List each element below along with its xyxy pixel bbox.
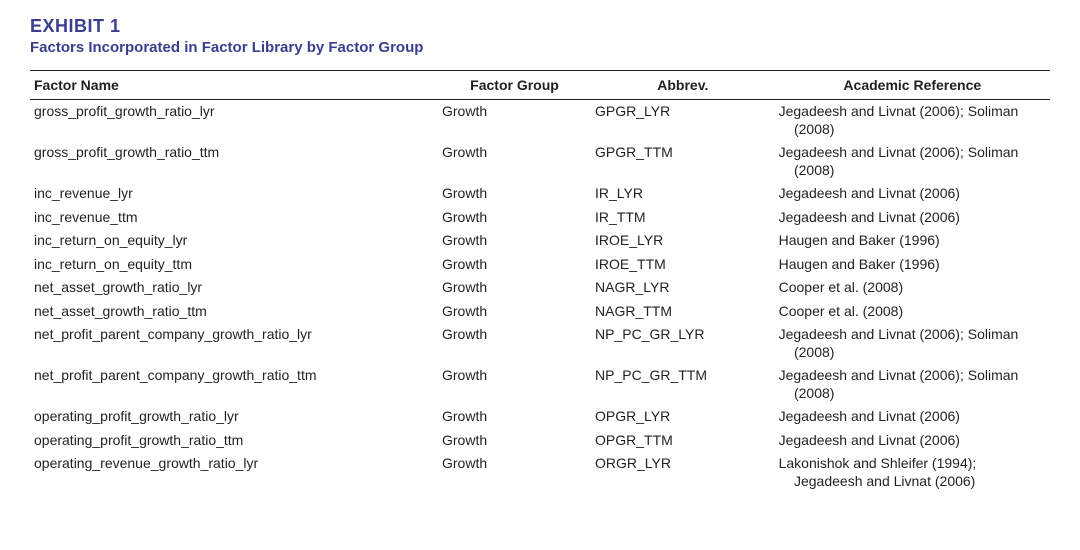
- cell-abbrev: IROE_LYR: [591, 229, 775, 253]
- cell-abbrev: NAGR_LYR: [591, 276, 775, 300]
- cell-factor-name: inc_return_on_equity_lyr: [30, 229, 438, 253]
- table-row: inc_revenue_lyrGrowthIR_LYRJegadeesh and…: [30, 182, 1050, 206]
- cell-abbrev: OPGR_LYR: [591, 405, 775, 429]
- cell-factor-group: Growth: [438, 429, 591, 453]
- table-row: inc_revenue_ttmGrowthIR_TTMJegadeesh and…: [30, 206, 1050, 230]
- cell-abbrev: IR_TTM: [591, 206, 775, 230]
- table-row: gross_profit_growth_ratio_lyrGrowthGPGR_…: [30, 100, 1050, 142]
- table-row: operating_profit_growth_ratio_ttmGrowthO…: [30, 429, 1050, 453]
- cell-factor-name: inc_return_on_equity_ttm: [30, 253, 438, 277]
- col-header-reference: Academic Reference: [775, 71, 1050, 100]
- cell-factor-group: Growth: [438, 229, 591, 253]
- cell-abbrev: NAGR_TTM: [591, 300, 775, 324]
- cell-abbrev: IR_LYR: [591, 182, 775, 206]
- factor-table: Factor Name Factor Group Abbrev. Academi…: [30, 70, 1050, 493]
- cell-reference: Jegadeesh and Livnat (2006): [775, 429, 1050, 453]
- table-body: gross_profit_growth_ratio_lyrGrowthGPGR_…: [30, 100, 1050, 494]
- cell-reference: Jegadeesh and Livnat (2006); Soliman (20…: [775, 141, 1050, 182]
- table-row: net_asset_growth_ratio_lyrGrowthNAGR_LYR…: [30, 276, 1050, 300]
- table-header-row: Factor Name Factor Group Abbrev. Academi…: [30, 71, 1050, 100]
- cell-factor-name: operating_profit_growth_ratio_ttm: [30, 429, 438, 453]
- table-row: gross_profit_growth_ratio_ttmGrowthGPGR_…: [30, 141, 1050, 182]
- cell-factor-group: Growth: [438, 276, 591, 300]
- cell-factor-group: Growth: [438, 300, 591, 324]
- exhibit-label: EXHIBIT 1: [30, 16, 1050, 37]
- cell-abbrev: NP_PC_GR_TTM: [591, 364, 775, 405]
- col-header-factor-name: Factor Name: [30, 71, 438, 100]
- cell-reference: Jegadeesh and Livnat (2006): [775, 206, 1050, 230]
- cell-factor-group: Growth: [438, 452, 591, 493]
- cell-reference: Cooper et al. (2008): [775, 276, 1050, 300]
- table-row: net_profit_parent_company_growth_ratio_l…: [30, 323, 1050, 364]
- cell-factor-name: net_asset_growth_ratio_ttm: [30, 300, 438, 324]
- cell-factor-name: inc_revenue_ttm: [30, 206, 438, 230]
- cell-factor-name: operating_profit_growth_ratio_lyr: [30, 405, 438, 429]
- cell-reference: Jegadeesh and Livnat (2006); Soliman (20…: [775, 364, 1050, 405]
- cell-abbrev: IROE_TTM: [591, 253, 775, 277]
- cell-factor-group: Growth: [438, 182, 591, 206]
- cell-reference: Haugen and Baker (1996): [775, 253, 1050, 277]
- cell-reference: Jegadeesh and Livnat (2006): [775, 405, 1050, 429]
- cell-abbrev: GPGR_TTM: [591, 141, 775, 182]
- col-header-factor-group: Factor Group: [438, 71, 591, 100]
- cell-reference: Haugen and Baker (1996): [775, 229, 1050, 253]
- table-row: inc_return_on_equity_lyrGrowthIROE_LYRHa…: [30, 229, 1050, 253]
- cell-abbrev: OPGR_TTM: [591, 429, 775, 453]
- cell-factor-group: Growth: [438, 206, 591, 230]
- cell-abbrev: ORGR_LYR: [591, 452, 775, 493]
- cell-reference: Jegadeesh and Livnat (2006); Soliman (20…: [775, 100, 1050, 142]
- cell-factor-name: net_asset_growth_ratio_lyr: [30, 276, 438, 300]
- cell-factor-name: net_profit_parent_company_growth_ratio_l…: [30, 323, 438, 364]
- table-row: operating_revenue_growth_ratio_lyrGrowth…: [30, 452, 1050, 493]
- cell-factor-name: gross_profit_growth_ratio_ttm: [30, 141, 438, 182]
- cell-factor-group: Growth: [438, 323, 591, 364]
- cell-factor-group: Growth: [438, 253, 591, 277]
- cell-factor-group: Growth: [438, 141, 591, 182]
- cell-factor-group: Growth: [438, 405, 591, 429]
- table-row: inc_return_on_equity_ttmGrowthIROE_TTMHa…: [30, 253, 1050, 277]
- exhibit-title: Factors Incorporated in Factor Library b…: [30, 39, 1050, 56]
- cell-factor-name: operating_revenue_growth_ratio_lyr: [30, 452, 438, 493]
- cell-factor-name: gross_profit_growth_ratio_lyr: [30, 100, 438, 142]
- col-header-abbrev: Abbrev.: [591, 71, 775, 100]
- cell-abbrev: GPGR_LYR: [591, 100, 775, 142]
- cell-reference: Jegadeesh and Livnat (2006): [775, 182, 1050, 206]
- cell-reference: Cooper et al. (2008): [775, 300, 1050, 324]
- cell-abbrev: NP_PC_GR_LYR: [591, 323, 775, 364]
- cell-factor-name: net_profit_parent_company_growth_ratio_t…: [30, 364, 438, 405]
- cell-reference: Jegadeesh and Livnat (2006); Soliman (20…: [775, 323, 1050, 364]
- cell-factor-group: Growth: [438, 364, 591, 405]
- cell-reference: Lakonishok and Shleifer (1994); Jegadees…: [775, 452, 1050, 493]
- table-row: operating_profit_growth_ratio_lyrGrowthO…: [30, 405, 1050, 429]
- cell-factor-name: inc_revenue_lyr: [30, 182, 438, 206]
- cell-factor-group: Growth: [438, 100, 591, 142]
- table-row: net_asset_growth_ratio_ttmGrowthNAGR_TTM…: [30, 300, 1050, 324]
- table-row: net_profit_parent_company_growth_ratio_t…: [30, 364, 1050, 405]
